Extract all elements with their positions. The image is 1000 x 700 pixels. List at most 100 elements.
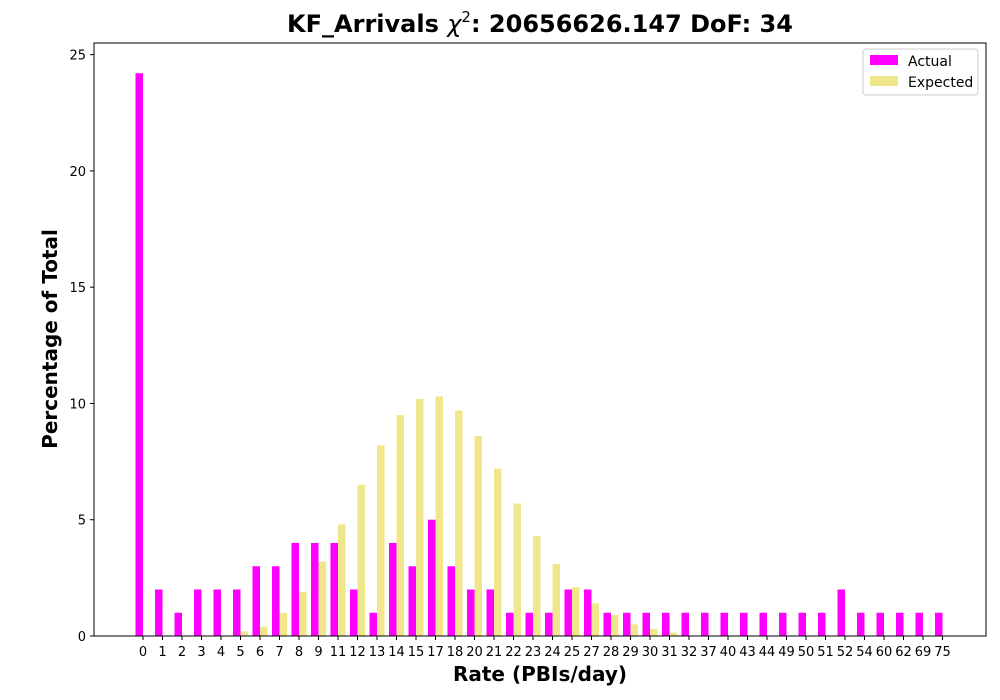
x-tick-label: 0 <box>139 645 147 660</box>
x-tick-label: 12 <box>349 645 366 660</box>
bar-expected-27 <box>591 603 599 636</box>
bar-expected-18 <box>455 410 463 636</box>
bar-actual-17 <box>428 519 436 636</box>
bar-actual-11 <box>330 542 338 636</box>
bar-expected-8 <box>299 591 307 636</box>
bar-actual-40 <box>720 612 728 636</box>
x-tick-label: 1 <box>158 645 166 660</box>
x-tick-label: 62 <box>895 645 912 660</box>
bar-actual-3 <box>194 589 202 636</box>
x-tick-label: 49 <box>778 645 795 660</box>
x-tick-label: 2 <box>178 645 186 660</box>
x-tick-label: 22 <box>505 645 522 660</box>
plot-area-frame <box>93 42 987 637</box>
x-tick-label: 6 <box>256 645 264 660</box>
bar-actual-4 <box>213 589 221 636</box>
bars-layer <box>135 73 943 637</box>
x-tick-label: 54 <box>856 645 873 660</box>
bar-actual-13 <box>369 612 377 636</box>
x-tick-label: 23 <box>525 645 542 660</box>
bar-expected-21 <box>494 468 502 636</box>
bar-expected-23 <box>533 536 541 636</box>
y-tick-label: 5 <box>78 514 86 529</box>
bar-actual-6 <box>252 566 260 636</box>
bar-expected-15 <box>416 398 424 636</box>
x-tick-label: 29 <box>622 645 639 660</box>
bar-actual-31 <box>662 612 670 636</box>
x-tick-label: 43 <box>739 645 756 660</box>
x-tick-label: 60 <box>876 645 893 660</box>
x-tick-label: 51 <box>817 645 834 660</box>
bar-actual-62 <box>896 612 904 636</box>
legend-label-actual: Actual <box>908 54 952 70</box>
x-tick-label: 20 <box>466 645 483 660</box>
bar-actual-32 <box>681 612 689 636</box>
bar-expected-6 <box>260 626 268 636</box>
bar-actual-28 <box>603 612 611 636</box>
bar-actual-25 <box>564 589 572 636</box>
bar-actual-15 <box>408 566 416 636</box>
y-tick-label: 25 <box>69 49 86 64</box>
bar-expected-31 <box>669 632 677 636</box>
bar-actual-0 <box>135 73 143 637</box>
chart-title-suffix: : 20656626.147 DoF: 34 <box>471 10 793 38</box>
chart-title: KF_Arrivals χ2: 20656626.147 DoF: 34 <box>287 8 793 38</box>
x-tick-label: 32 <box>681 645 698 660</box>
bar-actual-5 <box>233 589 241 636</box>
x-tick-label: 13 <box>369 645 386 660</box>
bar-actual-54 <box>857 612 865 636</box>
bar-actual-43 <box>740 612 748 636</box>
bar-actual-52 <box>837 589 845 636</box>
bar-expected-14 <box>396 415 404 636</box>
y-tick-label: 15 <box>69 281 86 296</box>
x-tick-label: 24 <box>544 645 561 660</box>
bar-actual-75 <box>935 612 943 636</box>
legend-label-expected: Expected <box>908 75 973 91</box>
bar-actual-8 <box>291 542 299 636</box>
x-tick-label: 40 <box>720 645 737 660</box>
x-axis-title: Rate (PBIs/day) <box>453 662 627 686</box>
legend: Actual Expected <box>862 48 979 96</box>
bar-actual-21 <box>486 589 494 636</box>
bar-expected-5 <box>240 631 248 636</box>
bar-actual-30 <box>642 612 650 636</box>
x-tick-label: 31 <box>661 645 678 660</box>
x-tick-label: 30 <box>642 645 659 660</box>
bar-actual-7 <box>272 566 280 636</box>
bar-actual-44 <box>759 612 767 636</box>
bar-expected-30 <box>650 629 658 636</box>
chart-title-prefix: KF_Arrivals <box>287 10 447 38</box>
x-tick-label: 9 <box>314 645 322 660</box>
x-tick-label: 4 <box>217 645 225 660</box>
x-tick-label: 69 <box>915 645 932 660</box>
bar-actual-37 <box>701 612 709 636</box>
x-tick-label: 37 <box>700 645 717 660</box>
x-tick-label: 15 <box>408 645 425 660</box>
bar-actual-14 <box>389 542 397 636</box>
bar-actual-49 <box>779 612 787 636</box>
bar-expected-13 <box>377 445 385 636</box>
legend-swatch-actual <box>870 55 898 65</box>
x-tick-label: 28 <box>603 645 620 660</box>
bar-expected-7 <box>279 612 287 636</box>
y-axis-title: Percentage of Total <box>38 229 62 449</box>
bar-actual-24 <box>545 612 553 636</box>
bar-actual-51 <box>818 612 826 636</box>
bar-actual-9 <box>311 542 319 636</box>
bar-actual-23 <box>525 612 533 636</box>
x-tick-label: 50 <box>798 645 815 660</box>
bar-expected-28 <box>611 615 619 636</box>
bar-expected-17 <box>435 396 443 636</box>
chart-title-chi: χ <box>445 10 462 38</box>
bar-expected-25 <box>572 587 580 636</box>
x-tick-label: 21 <box>486 645 503 660</box>
x-tick-label: 14 <box>388 645 405 660</box>
x-tick-label: 52 <box>837 645 854 660</box>
x-tick-label: 11 <box>330 645 347 660</box>
y-tick-label: 20 <box>69 165 86 180</box>
bar-actual-29 <box>623 612 631 636</box>
bar-expected-11 <box>338 524 346 636</box>
x-tick-label: 25 <box>564 645 581 660</box>
x-tick-label: 7 <box>275 645 283 660</box>
x-tick-label: 27 <box>583 645 600 660</box>
